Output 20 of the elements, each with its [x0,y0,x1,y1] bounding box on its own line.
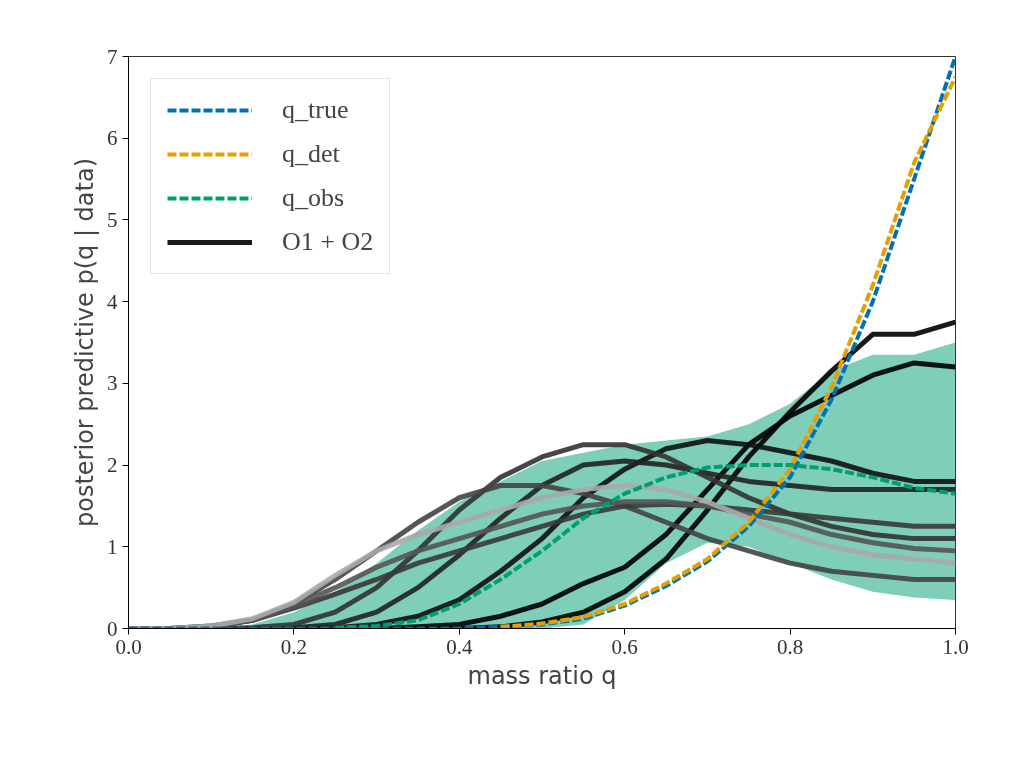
y-tick-label: 2 [107,453,118,478]
legend-label: q_det [282,139,340,169]
y-tick-label: 6 [107,126,118,151]
y-axis-title: posterior predictive p(q | data) [71,157,99,528]
legend-label: q_obs [282,183,345,213]
y-tick-label: 7 [107,44,118,69]
y-tick-label: 4 [107,289,118,314]
legend-label: q_true [282,95,349,125]
y-tick-label: 3 [107,371,118,396]
x-tick-label: 0.2 [280,634,308,659]
x-tick-label: 1.0 [942,634,969,659]
y-tick-label: 5 [107,207,118,232]
legend-label: O1 + O2 [282,227,374,257]
x-tick-label: 0.0 [115,634,142,659]
x-tick-label: 0.4 [446,634,473,659]
x-tick-label: 0.8 [776,634,804,659]
y-tick-label: 0 [107,616,118,641]
x-axis-title: mass ratio q [467,661,617,690]
x-tick-label: 0.6 [611,634,638,659]
y-tick-label: 1 [107,534,118,559]
